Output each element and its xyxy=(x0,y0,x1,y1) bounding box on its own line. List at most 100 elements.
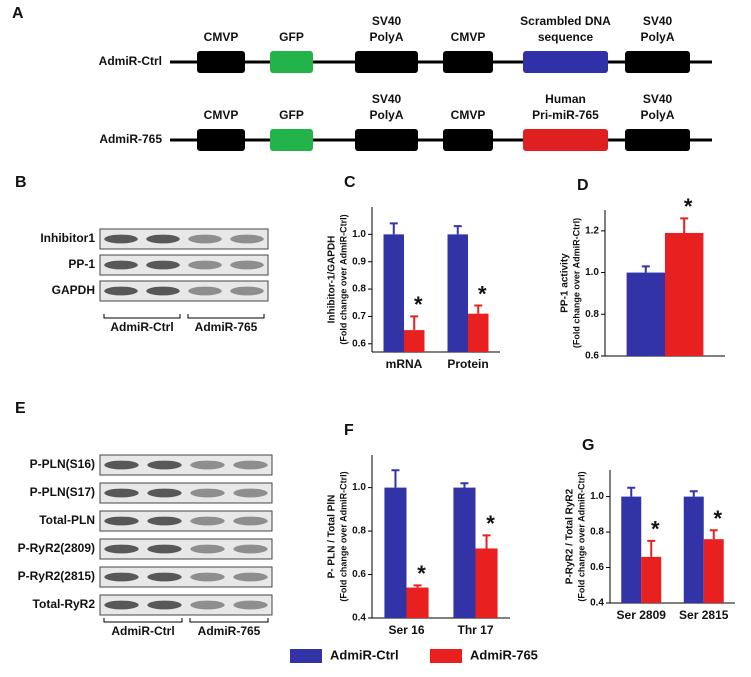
y-tick-label: 0.8 xyxy=(590,527,604,538)
error-bar xyxy=(482,534,491,549)
element-label: GFP xyxy=(279,108,304,122)
bar xyxy=(453,487,476,618)
blot-row-label: P-PLN(S17) xyxy=(30,485,95,499)
blot-band xyxy=(104,544,139,554)
blot-band xyxy=(230,260,264,270)
y-tick-label: 0.7 xyxy=(352,311,366,322)
element-box xyxy=(197,51,245,73)
blot-band xyxy=(190,544,225,554)
blot-row-label: P-PLN(S16) xyxy=(30,457,95,471)
blot-band xyxy=(104,260,138,270)
blot-strip xyxy=(99,482,273,504)
blot-strip xyxy=(99,454,273,476)
error-bar xyxy=(680,217,689,233)
blot-band xyxy=(233,572,268,582)
blot-band xyxy=(233,544,268,554)
blot-strip xyxy=(99,510,273,532)
element-box xyxy=(443,51,493,73)
element-label: Human xyxy=(545,92,586,106)
blot-band xyxy=(104,234,138,244)
element-label: SV40 xyxy=(643,92,673,106)
bar xyxy=(384,487,407,618)
blot-band xyxy=(104,460,139,470)
y-tick-label: 0.6 xyxy=(352,569,366,580)
element-label: PolyA xyxy=(369,30,403,44)
blot-band xyxy=(233,488,268,498)
error-bar xyxy=(460,482,469,488)
blot-band xyxy=(188,260,222,270)
x-tick-label: Ser 2809 xyxy=(617,608,667,622)
element-label: SV40 xyxy=(643,14,673,28)
significance-mark: * xyxy=(651,517,660,542)
x-tick-label: Ser 2815 xyxy=(679,608,729,622)
error-bar xyxy=(413,584,422,588)
legend-swatch xyxy=(430,649,462,663)
blot-band xyxy=(146,286,180,296)
element-box xyxy=(443,129,493,151)
y-tick-label: 0.4 xyxy=(352,613,366,624)
y-axis-label: (Fold change over AdmiR-Ctrl) xyxy=(338,471,348,601)
element-box xyxy=(625,51,690,73)
y-axis-label: P-RyR2 / Total RyR2 xyxy=(565,488,576,584)
panel-letter: D xyxy=(577,177,589,194)
construct-label: AdmiR-765 xyxy=(99,132,162,146)
blot-strip xyxy=(99,566,273,588)
blot-band xyxy=(146,234,180,244)
bar xyxy=(468,313,489,352)
y-tick-label: 1.0 xyxy=(352,229,366,240)
bar xyxy=(703,539,724,603)
group-bracket xyxy=(187,314,265,319)
y-tick-label: 0.8 xyxy=(352,526,366,537)
y-tick-label: 0.6 xyxy=(590,562,604,573)
significance-mark: * xyxy=(684,194,693,219)
x-tick-label: Ser 16 xyxy=(388,623,424,637)
blot-row-label: Total-RyR2 xyxy=(33,597,96,611)
element-label: CMVP xyxy=(204,108,239,122)
element-label: PolyA xyxy=(640,108,674,122)
blot-band xyxy=(147,572,182,582)
element-label: PolyA xyxy=(640,30,674,44)
blot-row-label: Total-PLN xyxy=(39,513,95,527)
legend-label: AdmiR-765 xyxy=(470,647,538,662)
bar xyxy=(404,330,425,352)
blot-band xyxy=(147,460,182,470)
element-label: sequence xyxy=(538,30,594,44)
group-label: AdmiR-765 xyxy=(195,320,258,334)
element-label: PolyA xyxy=(369,108,403,122)
blot-band xyxy=(233,600,268,610)
group-label: AdmiR-765 xyxy=(198,624,261,638)
panel-letter: F xyxy=(344,422,354,439)
panel-letter: A xyxy=(12,5,24,22)
element-box xyxy=(270,129,313,151)
element-box xyxy=(355,51,418,73)
element-label: SV40 xyxy=(372,92,402,106)
blot-band xyxy=(190,460,225,470)
blot-band xyxy=(147,600,182,610)
blot-strip xyxy=(99,228,269,250)
blot-row-label: Inhibitor1 xyxy=(40,231,95,245)
group-bracket xyxy=(103,618,183,623)
blot-band xyxy=(188,234,222,244)
error-bar xyxy=(709,529,718,540)
group-bracket xyxy=(189,618,269,623)
y-axis-label: Inhibitor-1/GAPDH xyxy=(327,236,338,324)
significance-mark: * xyxy=(417,561,426,586)
bar xyxy=(683,496,704,603)
blot-strip xyxy=(99,594,273,616)
y-tick-label: 0.8 xyxy=(585,309,599,320)
element-box xyxy=(523,51,608,73)
element-label: CMVP xyxy=(451,108,486,122)
element-box xyxy=(270,51,313,73)
panel-letter: E xyxy=(15,400,26,417)
group-bracket xyxy=(103,314,181,319)
blot-row-label: P-RyR2(2815) xyxy=(18,569,95,583)
y-tick-label: 1.0 xyxy=(590,491,604,502)
significance-mark: * xyxy=(414,292,423,317)
bar xyxy=(475,548,498,618)
y-tick-label: 0.6 xyxy=(585,351,599,362)
bar xyxy=(383,234,404,352)
x-tick-label: mRNA xyxy=(386,357,423,371)
blot-band xyxy=(230,286,264,296)
element-box xyxy=(355,129,418,151)
